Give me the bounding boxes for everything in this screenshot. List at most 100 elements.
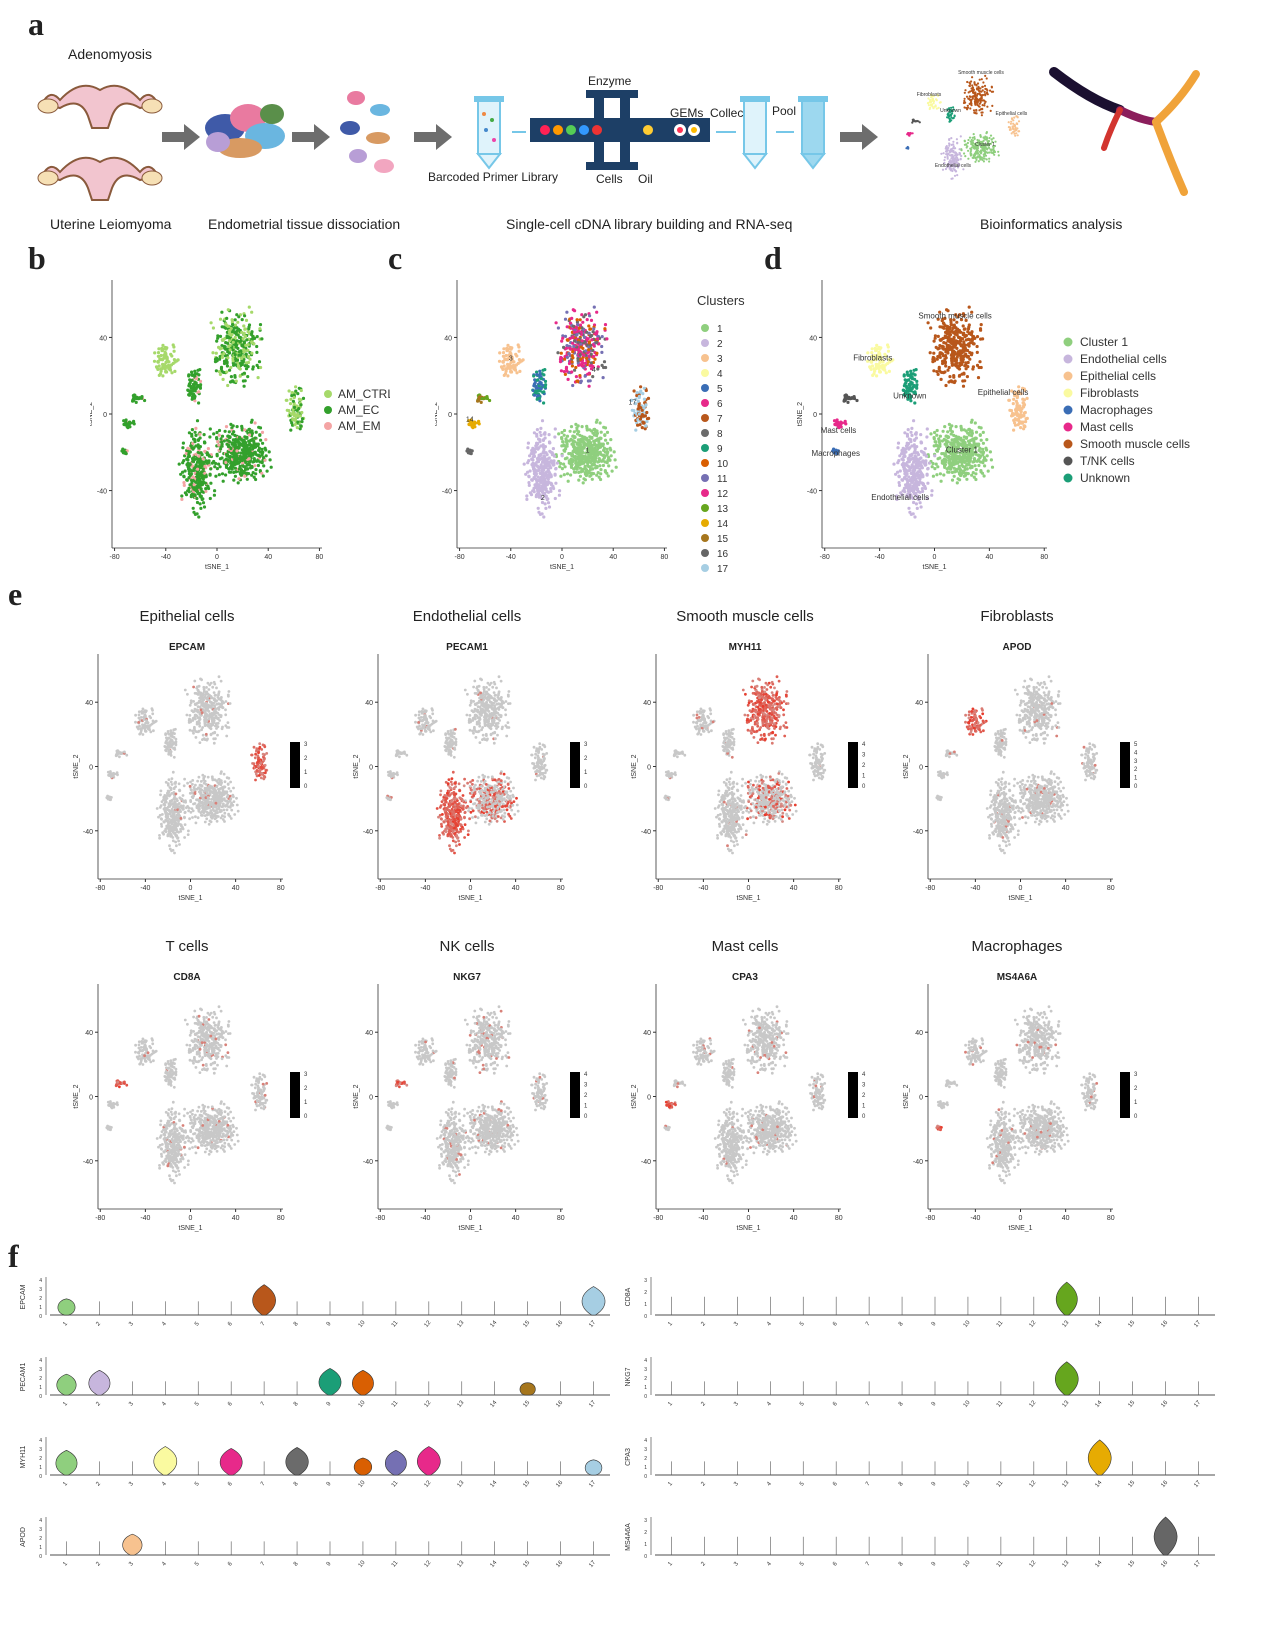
cell-point: [935, 107, 938, 110]
cell-point: [219, 437, 223, 441]
cell-point: [911, 472, 915, 476]
cell-point: [160, 346, 164, 350]
cell-point: [574, 422, 578, 426]
cell-point: [872, 372, 876, 376]
cell-point: [866, 351, 870, 355]
cell-point: [204, 459, 208, 463]
cell-point: [542, 515, 546, 519]
legend-label: Endothelial cells: [1080, 352, 1167, 366]
cell-point: [590, 477, 594, 481]
cell-point: [883, 368, 887, 372]
cell-point: [940, 439, 944, 443]
cell-point: [240, 458, 244, 463]
cell-point: [983, 155, 986, 158]
cell-point: [944, 356, 948, 360]
cell-point: [189, 472, 193, 476]
cell-point: [950, 329, 954, 333]
cell-point: [182, 481, 186, 485]
cell-point: [1022, 403, 1027, 407]
cell-point: [586, 461, 590, 465]
cell-point: [470, 424, 474, 429]
cell-point: [525, 497, 529, 501]
cell-point: [957, 374, 961, 378]
cell-point: [254, 468, 258, 472]
cell-point: [598, 464, 602, 468]
cell-point: [955, 320, 959, 324]
cell-point: [553, 496, 557, 501]
cell-point: [917, 464, 921, 468]
cell-point: [944, 167, 947, 171]
cell-point: [233, 458, 237, 462]
cell-point: [960, 154, 963, 158]
cell-point: [909, 430, 913, 434]
cell-point: [536, 442, 540, 446]
cell-point: [931, 98, 934, 101]
cell-point: [1012, 127, 1015, 131]
cell-point: [933, 334, 937, 338]
cell-point: [889, 359, 894, 363]
cell-point: [250, 465, 254, 469]
cell-point: [973, 81, 976, 84]
cell-point: [964, 89, 967, 92]
cell-point: [606, 441, 610, 445]
cell-point: [937, 437, 941, 441]
cell-point: [574, 461, 578, 465]
cell-point: [190, 432, 194, 436]
cell-point: [1014, 399, 1018, 403]
cell-point: [241, 337, 245, 341]
cell-point: [1016, 127, 1019, 130]
cell-point: [197, 485, 201, 489]
cell-point: [156, 359, 160, 364]
cell-point: [197, 515, 201, 519]
cell-point: [300, 420, 304, 424]
cell-point: [948, 138, 951, 141]
cell-point: [252, 460, 256, 464]
cell-point: [201, 490, 206, 494]
cell-point: [588, 379, 592, 383]
cell-point: [976, 103, 979, 106]
cell-point: [878, 369, 882, 373]
cell-point: [984, 458, 988, 462]
cell-point: [984, 100, 987, 103]
cell-point: [589, 361, 593, 365]
cell-point: [569, 473, 573, 477]
cell-point: [973, 136, 976, 139]
cell-point: [215, 339, 219, 343]
cell-point: [965, 95, 969, 98]
cell-point: [570, 370, 574, 374]
cell-point: [958, 451, 962, 455]
legend-label: 2: [717, 339, 723, 350]
cell-point: [908, 510, 912, 514]
cell-point: [267, 450, 271, 454]
cell-point: [981, 99, 984, 102]
cell-point: [542, 454, 546, 458]
cell-point: [966, 439, 971, 443]
cell-point: [229, 461, 233, 465]
legend-label: AM_EM: [338, 419, 381, 433]
y-tick-label: 40: [809, 335, 817, 342]
cell-point: [944, 458, 948, 462]
cell-point: [544, 483, 548, 487]
cell-point: [190, 370, 194, 374]
cell-point: [942, 473, 946, 477]
cell-point: [981, 447, 985, 451]
cell-point: [562, 428, 567, 433]
cell-point: [961, 464, 965, 469]
cell-point: [194, 426, 198, 430]
cell-point: [229, 470, 233, 474]
cell-point: [195, 500, 200, 505]
y-tick-label: 40: [444, 335, 452, 342]
cell-point: [574, 446, 578, 451]
cell-point: [524, 472, 528, 476]
cell-point: [581, 320, 585, 324]
legend-swatch: [701, 339, 709, 347]
cell-point: [562, 370, 566, 374]
cell-point: [953, 470, 957, 474]
cell-point: [220, 434, 225, 438]
cell-point: [957, 335, 961, 339]
cell-point: [900, 457, 904, 461]
cell-point: [285, 398, 289, 402]
cell-point: [539, 452, 543, 456]
cell-point: [589, 352, 593, 356]
cell-point: [907, 456, 911, 460]
